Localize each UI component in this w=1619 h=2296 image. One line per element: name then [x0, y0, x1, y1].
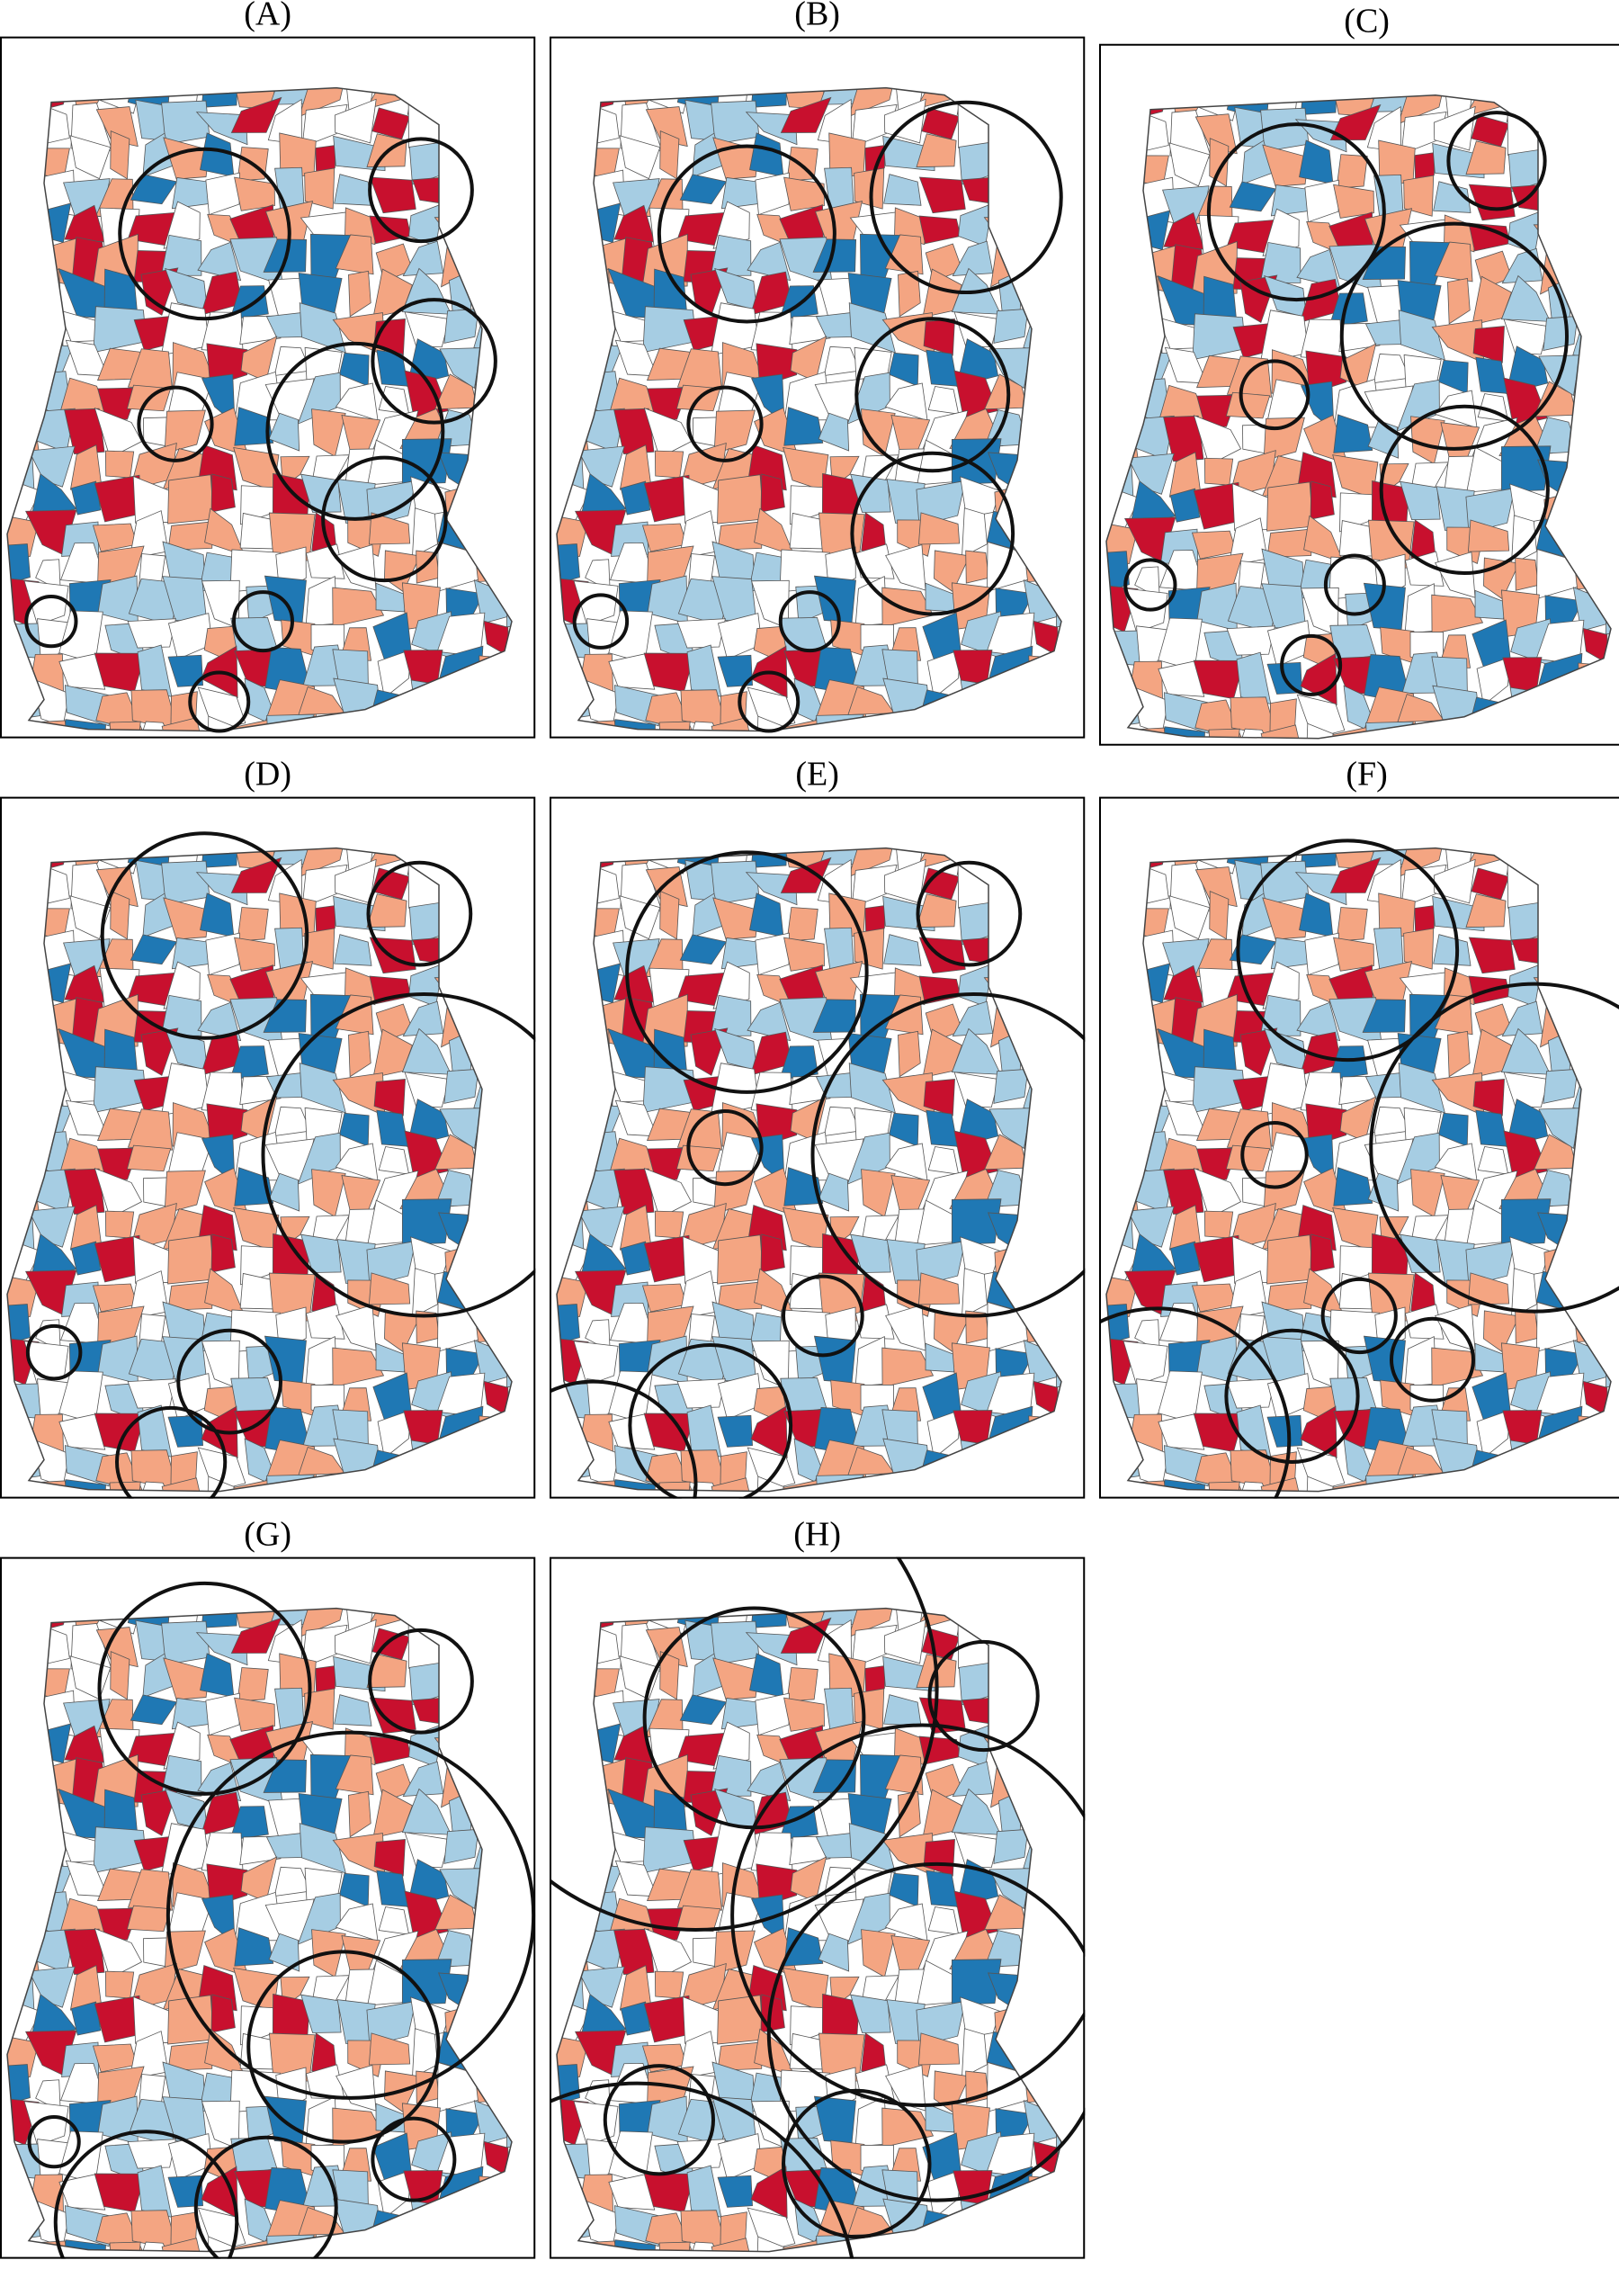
- panel: [1099, 823, 1619, 1499]
- cluster-circle: [165, 1730, 536, 2100]
- cluster-circle: [628, 1343, 793, 1499]
- panel: [0, 823, 557, 1527]
- cluster-circle: [1339, 221, 1569, 451]
- cluster-circle: [782, 1274, 864, 1358]
- cluster-circle: [550, 2081, 854, 2259]
- map: [0, 63, 557, 767]
- map: [540, 63, 1106, 767]
- map: [540, 823, 1106, 1527]
- cluster-circle: [321, 455, 448, 583]
- cluster-circle: [371, 2116, 457, 2202]
- cluster-circle: [193, 2135, 338, 2259]
- cluster-circle: [1390, 1316, 1475, 1403]
- panel-label: (H): [793, 1515, 841, 1553]
- cluster-circle: [115, 1405, 228, 1499]
- cluster-circle: [730, 1723, 1086, 2107]
- panel: [540, 63, 1106, 767]
- cluster-circle: [550, 1556, 939, 1932]
- cluster-circle: [25, 1323, 83, 1381]
- cluster-circle: [854, 317, 1011, 473]
- cluster-circle: [1446, 111, 1547, 211]
- cluster-circle: [1320, 1277, 1398, 1355]
- panel-label: (E): [795, 755, 839, 793]
- panel-label: (F): [1346, 755, 1387, 793]
- cluster-circle: [368, 137, 474, 244]
- cluster-circle: [1240, 1121, 1309, 1189]
- cluster-circle: [738, 670, 801, 733]
- cluster-circle: [766, 1861, 1086, 2202]
- cluster-circle: [625, 850, 869, 1094]
- panel-frame: [1099, 43, 1619, 746]
- cluster-circle: [657, 144, 836, 324]
- cluster-circle: [265, 341, 445, 521]
- cluster-circle: [778, 590, 841, 653]
- cluster-circle: [261, 992, 536, 1318]
- cluster-circle: [1099, 1306, 1292, 1499]
- cluster-circle: [97, 1581, 312, 1796]
- map: [540, 1583, 1106, 2287]
- panel-frame: [550, 1556, 1086, 2259]
- cluster-circle: [371, 298, 497, 425]
- panel: [540, 823, 1106, 1527]
- panel-frame: [0, 796, 536, 1499]
- cluster-circle: [118, 147, 291, 321]
- cluster-circle: [24, 595, 78, 649]
- cluster-circle: [686, 385, 764, 462]
- cluster-circle: [782, 2088, 932, 2239]
- panel-frame: [550, 796, 1086, 1499]
- cluster-circle: [100, 831, 309, 1040]
- cluster-circle: [1323, 553, 1386, 616]
- panel: [540, 1556, 1106, 2287]
- map: [1089, 70, 1619, 774]
- cluster-circle: [366, 860, 473, 967]
- panel: [0, 63, 557, 767]
- panel-label: (B): [794, 0, 840, 32]
- panel-label: (A): [244, 0, 291, 32]
- panel-label: (G): [244, 1515, 291, 1553]
- cluster-circle: [850, 451, 1015, 616]
- cluster-circle: [232, 590, 294, 653]
- cluster-circle: [137, 385, 214, 462]
- panel-label: (D): [244, 755, 291, 793]
- cluster-circle: [1369, 982, 1619, 1314]
- cluster-circle: [927, 1639, 1040, 1753]
- map: [0, 823, 557, 1527]
- cluster-circle: [603, 2064, 715, 2176]
- panel-frame: [1099, 796, 1619, 1499]
- cluster-circle: [869, 100, 1063, 294]
- cluster-circle: [1239, 359, 1310, 431]
- cluster-circle: [368, 1628, 474, 1735]
- cluster-circle: [1280, 633, 1343, 696]
- panel-frame: [0, 1556, 536, 2259]
- cluster-circle: [1123, 558, 1177, 612]
- panel-label: (C): [1344, 2, 1390, 40]
- cluster-circle: [176, 1328, 282, 1435]
- cluster-circle: [27, 2115, 81, 2169]
- cluster-circle: [1224, 1328, 1360, 1464]
- panel: [0, 1581, 557, 2259]
- cluster-circle: [1236, 839, 1460, 1063]
- panel-frame: [550, 36, 1086, 739]
- cluster-circle: [686, 1109, 764, 1187]
- cluster-circle: [1379, 404, 1550, 575]
- cluster-circle: [916, 860, 1023, 967]
- cluster-circle: [1206, 122, 1386, 302]
- cluster-circle: [188, 670, 251, 733]
- panel-frame: [0, 36, 536, 739]
- cluster-circle: [53, 2130, 239, 2259]
- cluster-circle: [550, 1379, 698, 1499]
- panel: [1089, 70, 1619, 774]
- cluster-circle: [246, 1950, 441, 2144]
- cluster-circle: [810, 992, 1086, 1318]
- cluster-circle: [572, 593, 630, 650]
